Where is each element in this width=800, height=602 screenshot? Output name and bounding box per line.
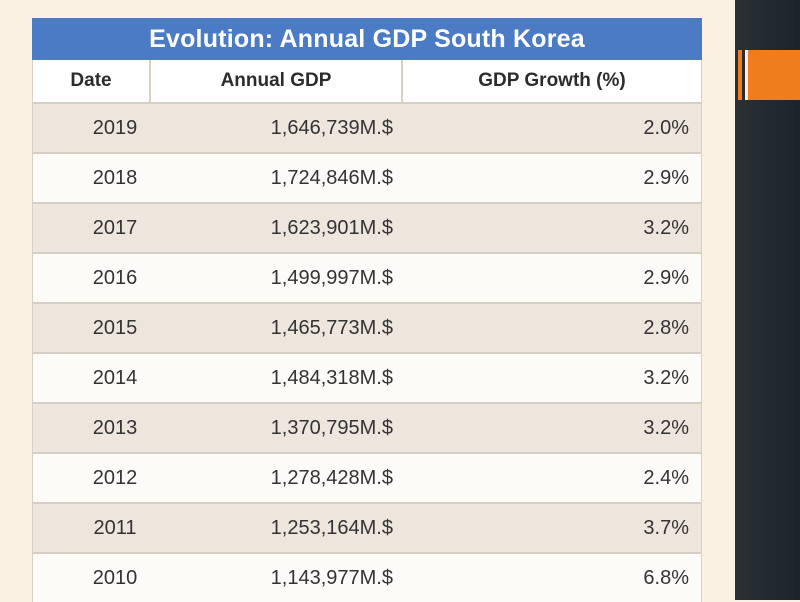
table-header-row: Date Annual GDP GDP Growth (%) (32, 60, 702, 102)
cell-annual-gdp: 1,646,739M.$ (151, 104, 403, 152)
table-row: 2012 1,278,428M.$ 2.4% (33, 452, 701, 502)
cell-gdp-growth: 6.8% (403, 554, 701, 602)
cell-annual-gdp: 1,253,164M.$ (151, 504, 403, 552)
table-row: 2016 1,499,997M.$ 2.9% (33, 252, 701, 302)
cell-date: 2017 (33, 204, 151, 252)
cell-date: 2019 (33, 104, 151, 152)
cell-date: 2010 (33, 554, 151, 602)
cell-gdp-growth: 2.9% (403, 154, 701, 202)
cell-gdp-growth: 3.7% (403, 504, 701, 552)
table-row: 2017 1,623,901M.$ 3.2% (33, 202, 701, 252)
accent-bar-edge (738, 50, 742, 100)
cell-gdp-growth: 2.4% (403, 454, 701, 502)
table-row: 2011 1,253,164M.$ 3.7% (33, 502, 701, 552)
cell-gdp-growth: 3.2% (403, 404, 701, 452)
table-row: 2015 1,465,773M.$ 2.8% (33, 302, 701, 352)
cell-annual-gdp: 1,143,977M.$ (151, 554, 403, 602)
cell-date: 2014 (33, 354, 151, 402)
cell-gdp-growth: 3.2% (403, 204, 701, 252)
table-row: 2019 1,646,739M.$ 2.0% (33, 102, 701, 152)
cell-annual-gdp: 1,623,901M.$ (151, 204, 403, 252)
table-row: 2013 1,370,795M.$ 3.2% (33, 402, 701, 452)
cell-gdp-growth: 2.8% (403, 304, 701, 352)
cell-annual-gdp: 1,724,846M.$ (151, 154, 403, 202)
table-title: Evolution: Annual GDP South Korea (32, 18, 702, 60)
table-row: 2010 1,143,977M.$ 6.8% (33, 552, 701, 602)
column-header-annual-gdp: Annual GDP (151, 60, 403, 102)
cell-gdp-growth: 3.2% (403, 354, 701, 402)
table-row: 2014 1,484,318M.$ 3.2% (33, 352, 701, 402)
cell-date: 2016 (33, 254, 151, 302)
column-header-date: Date (33, 60, 151, 102)
accent-bar (745, 50, 800, 100)
cell-annual-gdp: 1,499,997M.$ (151, 254, 403, 302)
cell-annual-gdp: 1,484,318M.$ (151, 354, 403, 402)
page-background: Evolution: Annual GDP South Korea Date A… (0, 0, 735, 600)
cell-date: 2015 (33, 304, 151, 352)
cell-date: 2013 (33, 404, 151, 452)
cell-date: 2011 (33, 504, 151, 552)
column-header-gdp-growth: GDP Growth (%) (403, 60, 701, 102)
cell-gdp-growth: 2.9% (403, 254, 701, 302)
cell-date: 2018 (33, 154, 151, 202)
cell-date: 2012 (33, 454, 151, 502)
table-body: 2019 1,646,739M.$ 2.0% 2018 1,724,846M.$ 2.9%… (32, 102, 702, 602)
cell-annual-gdp: 1,370,795M.$ (151, 404, 403, 452)
cell-gdp-growth: 2.0% (403, 104, 701, 152)
cell-annual-gdp: 1,278,428M.$ (151, 454, 403, 502)
gdp-table: Evolution: Annual GDP South Korea Date A… (32, 18, 702, 602)
cell-annual-gdp: 1,465,773M.$ (151, 304, 403, 352)
table-row: 2018 1,724,846M.$ 2.9% (33, 152, 701, 202)
